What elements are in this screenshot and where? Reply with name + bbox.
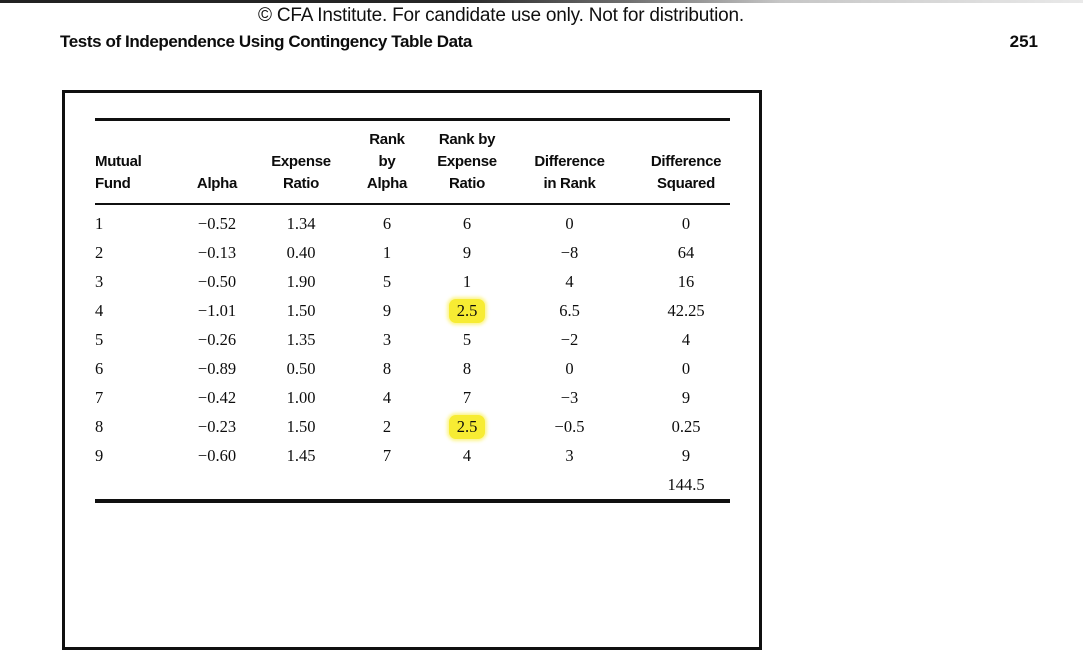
cell-difference-in-rank: 3 [565,446,574,465]
cell-rank-by-expense-ratio: 6 [462,214,472,233]
cell-rank-by-expense-ratio: 8 [462,359,472,378]
cell-expense-ratio: 0.50 [286,359,316,378]
table-row-fund-6: 6 −0.89 0.50 8 8 0 0 [95,355,730,384]
cell-rank-by-alpha: 1 [382,243,392,262]
cell-alpha: −0.23 [197,417,237,436]
cell-alpha: −0.52 [197,214,237,233]
cell-mutual-fund: 6 [95,359,104,378]
cell-rank-by-expense-ratio: 2.5 [437,297,497,326]
cell-alpha: −0.89 [197,359,237,378]
table-row-fund-4: 4 −1.01 1.50 9 2.5 6.5 42.25 [95,297,730,326]
cell-mutual-fund: 8 [95,417,104,436]
cell-mutual-fund: 7 [95,388,104,407]
cell-expense-ratio: 1.35 [286,330,316,349]
cell-expense-ratio: 1.50 [286,417,316,436]
cell-expense-ratio: 0.40 [286,243,316,262]
cell-difference-squared: 0 [681,359,691,378]
column-header-rank-by-alpha: Rank by Alpha [337,119,437,205]
cell-rank-by-alpha: 3 [382,330,392,349]
total-sum-value: 144.5 [667,474,705,494]
cell-difference-in-rank: −3 [560,388,579,407]
cell-mutual-fund: 9 [95,446,104,465]
cell-difference-in-rank: 4 [565,272,574,291]
cell-rank-by-alpha: 9 [382,301,392,320]
column-header-mutual-fund: Mutual Fund [95,119,169,205]
cell-difference-in-rank: −0.5 [554,417,585,436]
table-row-fund-7: 7 −0.42 1.00 4 7 −3 9 [95,384,730,413]
table-row-fund-2: 2 −0.13 0.40 1 9 −8 64 [95,239,730,268]
cell-rank-by-expense-ratio: 1 [462,272,472,291]
cell-difference-squared: 0.25 [671,417,701,436]
cell-alpha: −0.13 [197,243,237,262]
table-row-fund-1: 1 −0.52 1.34 6 6 0 0 [95,204,730,239]
mutual-fund-rank-table: Mutual Fund Alpha Expense Ratio Rank by Alp… [95,118,730,503]
cell-rank-by-expense-ratio: 7 [462,388,472,407]
tied-rank-highlight: 2.5 [448,299,486,323]
cell-difference-in-rank: −8 [560,243,579,262]
cell-difference-squared: 9 [681,388,691,407]
cell-expense-ratio: 1.45 [286,446,316,465]
cell-difference-squared: 42.25 [667,301,705,320]
cell-alpha: −0.50 [197,272,237,291]
table-total-row: 144.5 [95,471,730,501]
cell-mutual-fund: 5 [95,330,104,349]
cell-difference-in-rank: 0 [565,359,574,378]
cell-alpha: −0.26 [197,330,237,349]
cell-rank-by-expense-ratio: 9 [462,243,472,262]
table-row-fund-3: 3 −0.50 1.90 5 1 4 16 [95,268,730,297]
cell-mutual-fund: 2 [95,243,104,262]
cell-rank-by-alpha: 4 [382,388,392,407]
cell-expense-ratio: 1.50 [286,301,316,320]
cell-alpha: −1.01 [197,301,237,320]
cell-expense-ratio: 1.34 [286,214,316,233]
column-header-difference-squared: Difference Squared [642,119,730,205]
cell-difference-squared: 0 [681,214,691,233]
cell-difference-squared: 64 [677,243,695,262]
page-number: 251 [1009,32,1038,51]
total-sum-cell: 144.5 [642,471,730,501]
column-header-expense-ratio: Expense Ratio [265,119,337,205]
page-top-rule [0,0,1083,3]
cell-mutual-fund: 1 [95,214,104,233]
cell-difference-squared: 9 [681,446,691,465]
cell-difference-squared: 16 [677,272,695,291]
table-row-fund-5: 5 −0.26 1.35 3 5 −2 4 [95,326,730,355]
total-spacer-cell [95,471,642,501]
running-head-title: Tests of Independence Using Contingency … [60,32,472,51]
cell-expense-ratio: 1.90 [286,272,316,291]
column-header-difference-in-rank: Difference in Rank [497,119,642,205]
tied-rank-highlight: 2.5 [448,415,486,439]
cell-rank-by-alpha: 7 [382,446,392,465]
cell-rank-by-alpha: 5 [382,272,392,291]
table-row-fund-8: 8 −0.23 1.50 2 2.5 −0.5 0.25 [95,413,730,442]
column-header-rank-by-expense-ratio: Rank by Expense Ratio [437,119,497,205]
table-header-row: Mutual Fund Alpha Expense Ratio Rank by Alp… [95,119,730,205]
cell-rank-by-expense-ratio: 5 [462,330,472,349]
cell-difference-in-rank: 6.5 [559,301,580,320]
cell-rank-by-alpha: 2 [382,417,392,436]
cell-alpha: −0.60 [197,446,237,465]
copyright-notice: © CFA Institute. For candidate use only.… [258,5,744,26]
cell-rank-by-expense-ratio: 4 [462,446,472,465]
exhibit-table-box: Mutual Fund Alpha Expense Ratio Rank by Alp… [62,90,762,650]
cell-rank-by-expense-ratio: 2.5 [437,413,497,442]
table-row-fund-9: 9 −0.60 1.45 7 4 3 9 [95,442,730,471]
cell-mutual-fund: 3 [95,272,104,291]
cell-rank-by-alpha: 6 [382,214,392,233]
column-header-alpha: Alpha [169,119,265,205]
cell-difference-in-rank: −2 [560,330,579,349]
cell-expense-ratio: 1.00 [286,388,316,407]
cell-difference-in-rank: 0 [565,214,574,233]
cell-mutual-fund: 4 [95,301,104,320]
cell-rank-by-alpha: 8 [382,359,392,378]
cell-alpha: −0.42 [197,388,237,407]
cell-difference-squared: 4 [681,330,691,349]
table-body: 1 −0.52 1.34 6 6 0 0 2 −0.13 0.40 1 9 −8 64 3 −0.50 1.90… [95,204,730,471]
